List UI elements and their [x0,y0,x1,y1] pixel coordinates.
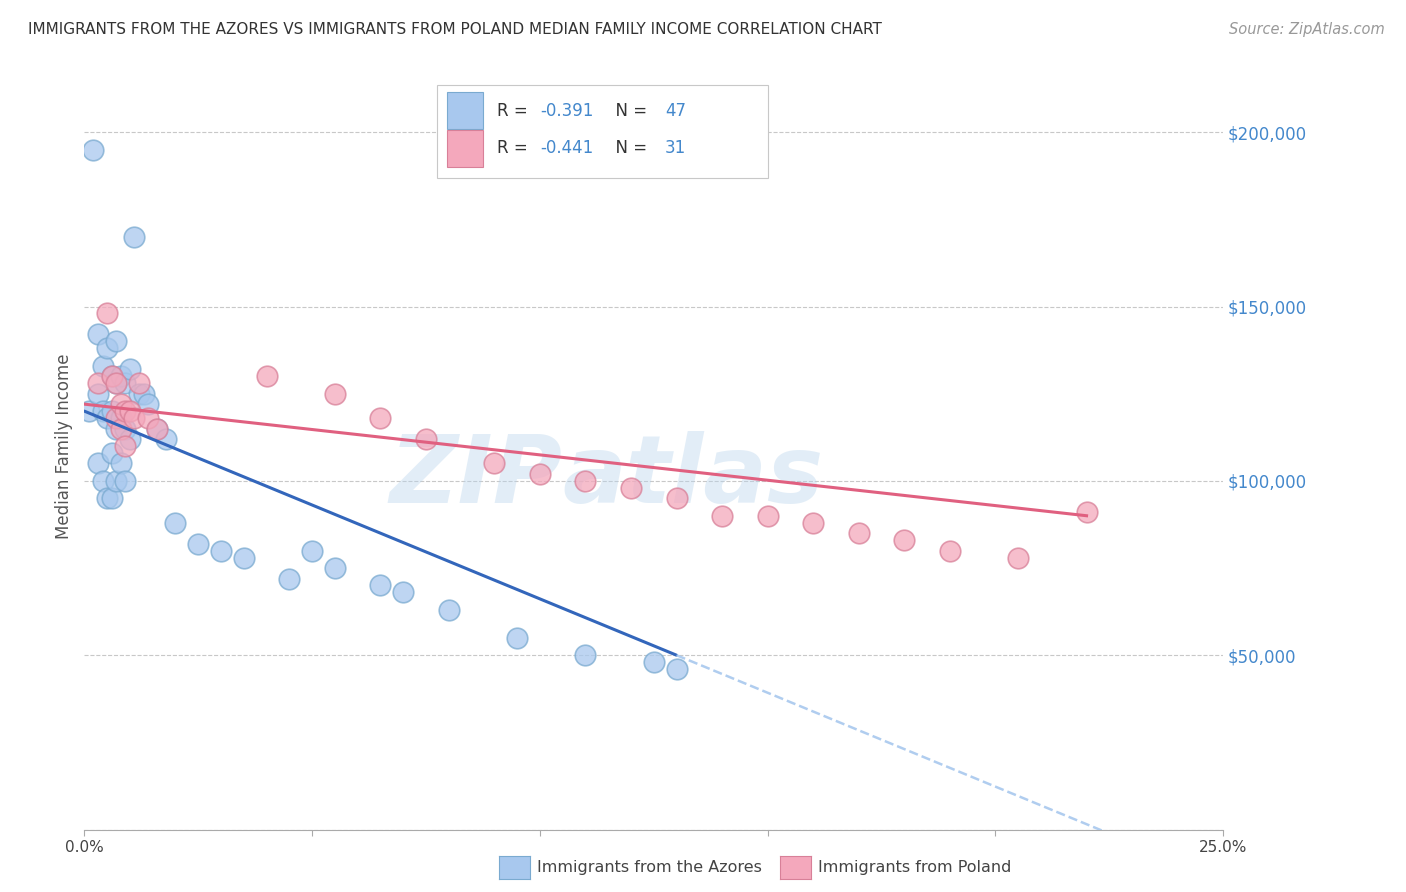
Point [105,376,128,391]
Point [82,143,104,157]
Point [105,376,128,391]
Point [132,386,155,401]
Point [110,397,132,411]
Point [91,404,114,418]
Point [665,662,688,676]
Text: -0.391: -0.391 [540,102,593,120]
Text: Immigrants from the Azores: Immigrants from the Azores [537,861,762,875]
Point [136,397,159,411]
Point [209,543,232,558]
Text: R =: R = [496,102,533,120]
Point [114,474,136,488]
Point [711,508,734,523]
Point [506,631,529,645]
Point [437,603,460,617]
Point [128,376,150,391]
Point [756,508,779,523]
Point [529,467,551,481]
FancyBboxPatch shape [437,86,768,178]
Point [801,516,824,530]
Point [118,362,141,376]
Point [278,572,301,586]
Point [665,491,688,506]
Text: -0.441: -0.441 [540,139,593,157]
Point [100,446,122,460]
Point [128,386,150,401]
Point [484,457,506,471]
Point [110,421,132,435]
Point [1076,505,1098,519]
Point [893,533,915,548]
Text: R =: R = [496,139,533,157]
Point [118,432,141,446]
Point [323,561,346,575]
Point [105,421,128,435]
Point [77,404,100,418]
Point [124,411,146,425]
Point [110,457,132,471]
Text: IMMIGRANTS FROM THE AZORES VS IMMIGRANTS FROM POLAND MEDIAN FAMILY INCOME CORREL: IMMIGRANTS FROM THE AZORES VS IMMIGRANTS… [28,22,882,37]
Text: Immigrants from Poland: Immigrants from Poland [818,861,1012,875]
Point [100,369,122,384]
Point [105,411,128,425]
Point [87,327,110,342]
Text: N =: N = [605,102,652,120]
Point [256,369,278,384]
Point [146,421,169,435]
Point [370,411,392,425]
Point [100,369,122,384]
Point [620,481,643,495]
Point [392,585,415,599]
Point [232,550,254,565]
Point [114,376,136,391]
Point [574,648,596,663]
Point [370,578,392,592]
Text: atlas: atlas [562,431,824,523]
Point [87,376,110,391]
Point [96,491,118,506]
Point [301,543,323,558]
Point [87,457,110,471]
Point [91,474,114,488]
Y-axis label: Median Family Income: Median Family Income [55,353,73,539]
Point [105,334,128,349]
Point [574,474,596,488]
Point [136,411,159,425]
Point [96,342,118,356]
Text: N =: N = [605,139,652,157]
Point [165,516,187,530]
Point [105,474,128,488]
Point [1007,550,1029,565]
Point [96,411,118,425]
Point [124,229,146,244]
Text: 47: 47 [665,102,686,120]
Point [110,369,132,384]
Point [96,306,118,320]
Point [187,536,209,550]
Point [939,543,962,558]
Text: Source: ZipAtlas.com: Source: ZipAtlas.com [1229,22,1385,37]
Point [415,432,437,446]
Point [87,386,110,401]
Bar [447,93,484,129]
Text: 31: 31 [665,139,686,157]
Point [114,404,136,418]
Point [118,404,141,418]
Point [155,432,177,446]
Point [146,421,169,435]
Point [110,411,132,425]
Text: ZIP: ZIP [389,431,562,523]
Point [848,526,870,541]
Point [100,404,122,418]
Point [91,359,114,373]
Point [100,491,122,506]
Bar [447,130,484,167]
Point [114,421,136,435]
Point [323,386,346,401]
Point [643,655,665,669]
Point [114,439,136,453]
